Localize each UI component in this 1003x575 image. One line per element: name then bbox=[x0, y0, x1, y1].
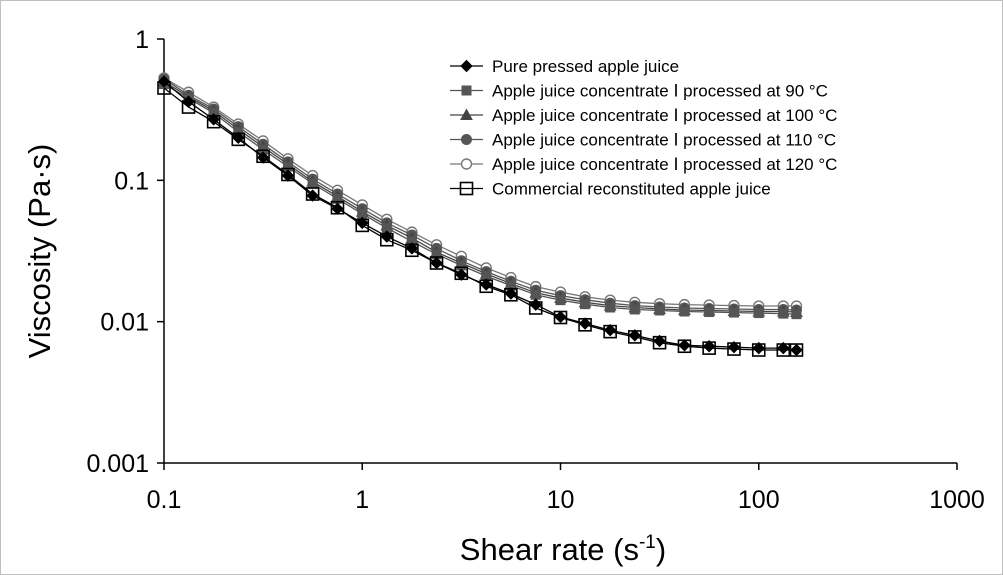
data-point bbox=[430, 256, 443, 270]
data-point bbox=[405, 242, 419, 255]
legend[interactable]: Pure pressed apple juice Apple juice conc… bbox=[450, 57, 837, 199]
x-tick-label: 1000 bbox=[929, 486, 985, 514]
legend-marker bbox=[460, 158, 473, 170]
data-point bbox=[380, 230, 394, 243]
y-tick-label: 1 bbox=[135, 26, 149, 54]
y-tick-label: 0.001 bbox=[86, 450, 149, 478]
data-point bbox=[629, 304, 640, 315]
data-point bbox=[605, 302, 616, 313]
y-ticks: 0.001 0.01 0.1 1 bbox=[86, 26, 164, 478]
legend-label: Apple juice concentrate Ⅰ processed at 1… bbox=[492, 155, 837, 174]
series-1 bbox=[157, 75, 803, 357]
data-point bbox=[331, 202, 344, 215]
data-point bbox=[654, 305, 665, 316]
legend-item[interactable]: Pure pressed apple juice bbox=[450, 57, 679, 76]
legend-label: Apple juice concentrate Ⅰ processed at 1… bbox=[492, 106, 837, 125]
data-point bbox=[455, 268, 468, 281]
data-point bbox=[306, 189, 319, 202]
legend-label: Pure pressed apple juice bbox=[492, 57, 679, 76]
x-tick-label: 10 bbox=[547, 486, 575, 514]
legend-item[interactable]: Apple juice concentrate Ⅰ processed at 1… bbox=[450, 106, 837, 125]
data-point bbox=[157, 75, 171, 88]
legend-marker bbox=[461, 85, 472, 96]
data-point bbox=[256, 151, 270, 164]
x-tick-label: 1 bbox=[355, 486, 369, 514]
data-point bbox=[791, 309, 802, 320]
data-point bbox=[777, 341, 790, 355]
data-point bbox=[554, 310, 567, 324]
data-point bbox=[207, 113, 220, 126]
data-point bbox=[678, 339, 691, 352]
legend-item[interactable]: Commercial reconstituted apple juice bbox=[450, 180, 771, 199]
y-tick-label: 0.1 bbox=[114, 167, 149, 195]
data-point bbox=[578, 317, 592, 330]
data-point bbox=[727, 340, 741, 354]
x-tick-label: 0.1 bbox=[147, 486, 182, 514]
data-point bbox=[182, 95, 195, 108]
x-axis-title: Shear rate (s-1) bbox=[460, 532, 666, 567]
data-point bbox=[530, 289, 541, 300]
y-tick-label: 0.01 bbox=[100, 309, 149, 337]
data-point bbox=[628, 329, 642, 342]
data-point bbox=[504, 287, 518, 300]
data-point bbox=[704, 307, 715, 318]
data-point bbox=[529, 298, 542, 311]
data-point bbox=[790, 343, 803, 357]
legend-marker bbox=[461, 134, 472, 145]
data-point bbox=[555, 295, 566, 306]
data-point bbox=[702, 340, 716, 353]
data-point bbox=[679, 306, 690, 317]
legend-item[interactable]: Apple juice concentrate Ⅰ processed at 9… bbox=[450, 82, 828, 101]
data-point bbox=[232, 131, 245, 144]
data-point bbox=[603, 324, 617, 337]
data-point bbox=[728, 307, 739, 318]
data-point bbox=[752, 341, 765, 355]
legend-marker bbox=[460, 108, 473, 120]
legend-marker bbox=[459, 181, 474, 196]
x-ticks: 0.1 1 10 100 1000 bbox=[147, 463, 985, 514]
data-point bbox=[753, 308, 764, 319]
data-point bbox=[653, 334, 666, 348]
y-axis-title: Viscosity (Pa·s) bbox=[22, 144, 57, 359]
legend-item[interactable]: Apple juice concentrate Ⅰ processed at 1… bbox=[450, 131, 836, 150]
legend-item[interactable]: Apple juice concentrate Ⅰ processed at 1… bbox=[450, 155, 837, 174]
axes bbox=[163, 39, 957, 464]
legend-marker bbox=[460, 59, 473, 73]
data-point bbox=[580, 299, 591, 310]
legend-label: Apple juice concentrate Ⅰ processed at 9… bbox=[492, 82, 828, 101]
legend-label: Apple juice concentrate Ⅰ processed at 1… bbox=[492, 131, 836, 150]
data-point bbox=[307, 178, 318, 189]
data-point bbox=[480, 278, 493, 291]
x-tick-label: 100 bbox=[738, 486, 780, 514]
data-point bbox=[778, 308, 789, 319]
data-point bbox=[356, 216, 369, 230]
series-group bbox=[157, 72, 804, 357]
data-point bbox=[281, 169, 295, 182]
legend-label: Commercial reconstituted apple juice bbox=[492, 180, 771, 199]
